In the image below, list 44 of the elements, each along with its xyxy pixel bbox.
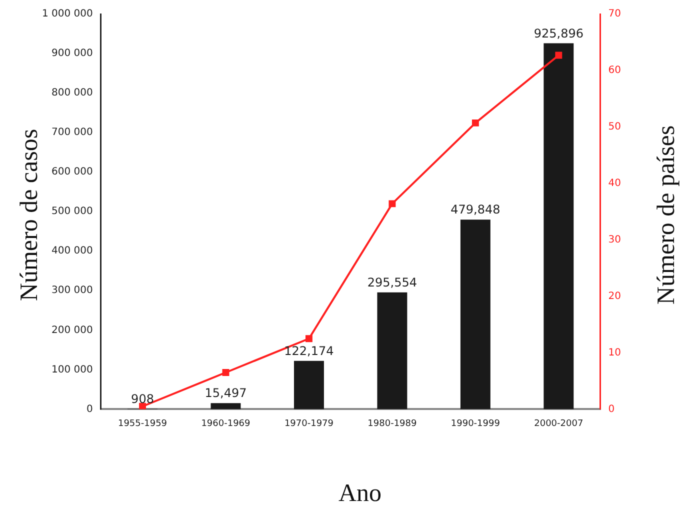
y2-axis-title: Número de países [653,125,681,305]
data-label: 925,896 [534,26,584,40]
x-tick-label: 2000-2007 [534,418,584,429]
y-tick-label: 0 [86,404,93,415]
x-tick-label: 1955-1959 [118,418,168,429]
x-tick-label: 1990-1999 [450,418,500,429]
x-tick-label: 1970-1979 [284,418,334,429]
x-tick-label: 1980-1989 [368,418,417,429]
data-label: 122,174 [284,344,334,358]
data-label: 15,497 [204,386,247,400]
y2-tick-label: 20 [608,290,622,302]
bar [210,403,241,410]
data-label: 295,554 [367,276,418,290]
y2-tick-label: 40 [608,178,622,189]
point [472,119,479,126]
y-tick-label: 800 000 [52,88,93,99]
bar [294,360,324,410]
y-tick-label: 300 000 [52,285,93,296]
bar [460,220,490,410]
y-tick-label: 400 000 [52,246,93,257]
y-tick-label: 1 000 000 [42,8,93,20]
point [222,369,230,376]
y-tick-label: 500 000 [52,206,93,218]
bar [377,292,408,410]
y2-tick-label: 10 [608,347,622,358]
y-tick-label: 100 000 [52,364,93,376]
bar [544,43,574,410]
y2-tick-label: 0 [608,404,615,415]
point [388,200,396,208]
x-tick-label: 1960-1969 [201,418,251,429]
point [305,335,312,342]
x-axis-title: Ano [338,480,382,507]
y2-tick-label: 50 [608,122,622,133]
y-tick-label: 200 000 [52,324,93,336]
y-tick-label: 900 000 [52,48,93,60]
y-tick-label: 600 000 [52,166,93,178]
y-tick-label: 700 000 [52,127,93,138]
y2-tick-label: 30 [608,234,622,246]
data-label: 479,848 [450,202,500,217]
y-axis-title: Número de casos [16,128,44,302]
y2-tick-label: 60 [608,65,622,76]
y2-tick-label: 70 [608,8,622,20]
data-label: 908 [131,392,154,406]
point [555,52,562,59]
